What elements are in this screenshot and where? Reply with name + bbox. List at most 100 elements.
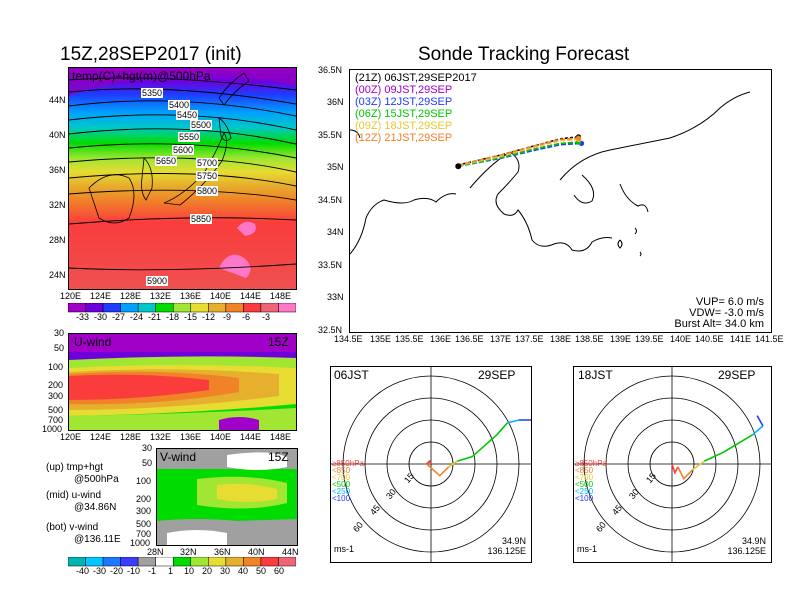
hodograph-18jst-svg: [574, 367, 771, 562]
v-ytick: 500: [136, 519, 152, 529]
hodo-trace: [703, 434, 754, 462]
sonde-track-line: [458, 137, 579, 166]
colorbar-swatch: [102, 303, 121, 313]
hodo-trace: [448, 460, 458, 468]
contour-label: 5700: [196, 158, 219, 168]
colorbar-label: -33: [76, 312, 90, 322]
wind-colorbar: [68, 557, 296, 567]
level-label: <500: [575, 480, 594, 489]
hodo-trace: [457, 422, 508, 462]
level-label: <850: [575, 466, 594, 475]
hodograph-06jst-svg: [331, 367, 531, 562]
track-xtick: 141.5E: [755, 334, 784, 344]
contour-label: 5900: [146, 276, 169, 286]
param-burst: Burst Alt= 34.0 km: [674, 318, 764, 330]
v-wind-time: 15Z: [268, 450, 289, 464]
hodo-traces: [426, 419, 531, 477]
hodo1-location: 34.9N 136.125E: [478, 536, 526, 556]
track-xtick: 139.5E: [635, 334, 664, 344]
colorbar-swatch: [243, 557, 262, 567]
launch-point: [455, 163, 462, 170]
track-xtick: 138.5E: [575, 334, 604, 344]
hodo2-levels: ≥850hPa <850 <700 <500 <250 <100: [575, 460, 607, 503]
colorbar-swatch: [102, 557, 121, 567]
hodo2-unit: ms-1: [577, 544, 597, 554]
u-ytick: 30: [54, 328, 65, 338]
u-xtick: 144E: [240, 432, 262, 442]
level-label: <100: [575, 494, 594, 503]
v-xtick: 40N: [248, 547, 265, 557]
colorbar-label: -6: [242, 312, 251, 322]
map-xtick: 132E: [150, 291, 172, 301]
map-xtick: 144E: [240, 291, 262, 301]
hodo-trace: [426, 459, 432, 465]
colorbar-swatch: [208, 557, 227, 567]
colorbar-swatch: [190, 303, 209, 313]
track-xtick: 137E: [490, 334, 512, 344]
u-ytick: 200: [48, 380, 64, 390]
param-vdw: VDW= -3.0 m/s: [689, 307, 764, 319]
hodo-trace: [677, 466, 694, 481]
track-xtick: 136.5E: [455, 334, 484, 344]
v-xtick: 32N: [180, 547, 197, 557]
map-ytick: 32N: [49, 200, 66, 210]
track-xtick: 140.5E: [695, 334, 724, 344]
u-xtick: 140E: [210, 432, 232, 442]
hodo2-location: 34.9N 136.125E: [718, 536, 766, 556]
hodo-trace: [426, 463, 450, 477]
note-line: @500hPa: [74, 474, 119, 485]
colorbar-label: -10: [127, 566, 141, 576]
colorbar-swatch: [172, 557, 192, 567]
contour-label: 5650: [155, 156, 178, 166]
track-ytick: 35.5N: [318, 130, 343, 140]
legend-entry: (06Z) 15JST,29SEP: [355, 108, 453, 120]
colorbar-swatch: [225, 557, 244, 567]
u-ytick: 100: [48, 362, 64, 372]
hodo2-lat: 34.9N: [741, 536, 766, 546]
sonde-tracks: [455, 134, 585, 170]
cold-core: [69, 68, 296, 96]
contour-label: 5600: [172, 145, 195, 155]
contour-label: 5400: [168, 100, 191, 110]
map-xtick: 136E: [180, 291, 202, 301]
track-xtick: 137.5E: [515, 334, 544, 344]
note-line: u-wind: [71, 490, 102, 501]
track-xtick: 140E: [670, 334, 692, 344]
hodo1-time: 06JST: [334, 368, 369, 382]
param-vup: VUP= 6.0 m/s: [695, 296, 764, 308]
v-wind-label: V-wind: [160, 450, 197, 464]
contour-label: 5850: [190, 214, 213, 224]
contour-label: 5500: [190, 120, 213, 130]
colorbar-swatch: [120, 303, 139, 313]
track-ytick: 34N: [327, 227, 344, 237]
hodo1-lat: 34.9N: [501, 536, 526, 546]
colorbar-swatch: [278, 303, 296, 313]
u-ytick: 500: [48, 405, 64, 415]
sonde-track-line: [458, 141, 579, 168]
u-wind-section: [68, 333, 297, 431]
map-xtick: 140E: [210, 291, 232, 301]
v-ytick: 1000: [130, 538, 151, 548]
legend-entry: (03Z) 12JST,29SEP: [355, 96, 453, 108]
u-xtick: 136E: [180, 432, 202, 442]
colorbar-swatch: [120, 557, 139, 567]
warm-spot: [219, 254, 251, 278]
colorbar-label: 30: [220, 566, 231, 576]
contour-label: 5450: [176, 110, 199, 120]
colorbar-label: 1: [168, 566, 174, 576]
colorbar-swatch: [137, 557, 156, 567]
colorbar-swatch: [260, 557, 279, 567]
note-line: @136.11E: [74, 534, 121, 545]
track-xtick: 134.5E: [334, 334, 363, 344]
v-ytick: 300: [136, 506, 152, 516]
note-key: (up): [46, 462, 64, 473]
u-xtick: 120E: [60, 432, 82, 442]
height-contours: [69, 77, 296, 271]
note-bot: (bot) v-wind @136.11E: [46, 522, 121, 546]
hodo-trace: [507, 419, 520, 424]
colorbar-label: -21: [148, 312, 162, 322]
v-ytick: 700: [136, 529, 152, 539]
colorbar-swatch: [68, 303, 86, 313]
map-ytick: 36N: [49, 165, 66, 175]
sonde-track-line: [458, 138, 579, 167]
